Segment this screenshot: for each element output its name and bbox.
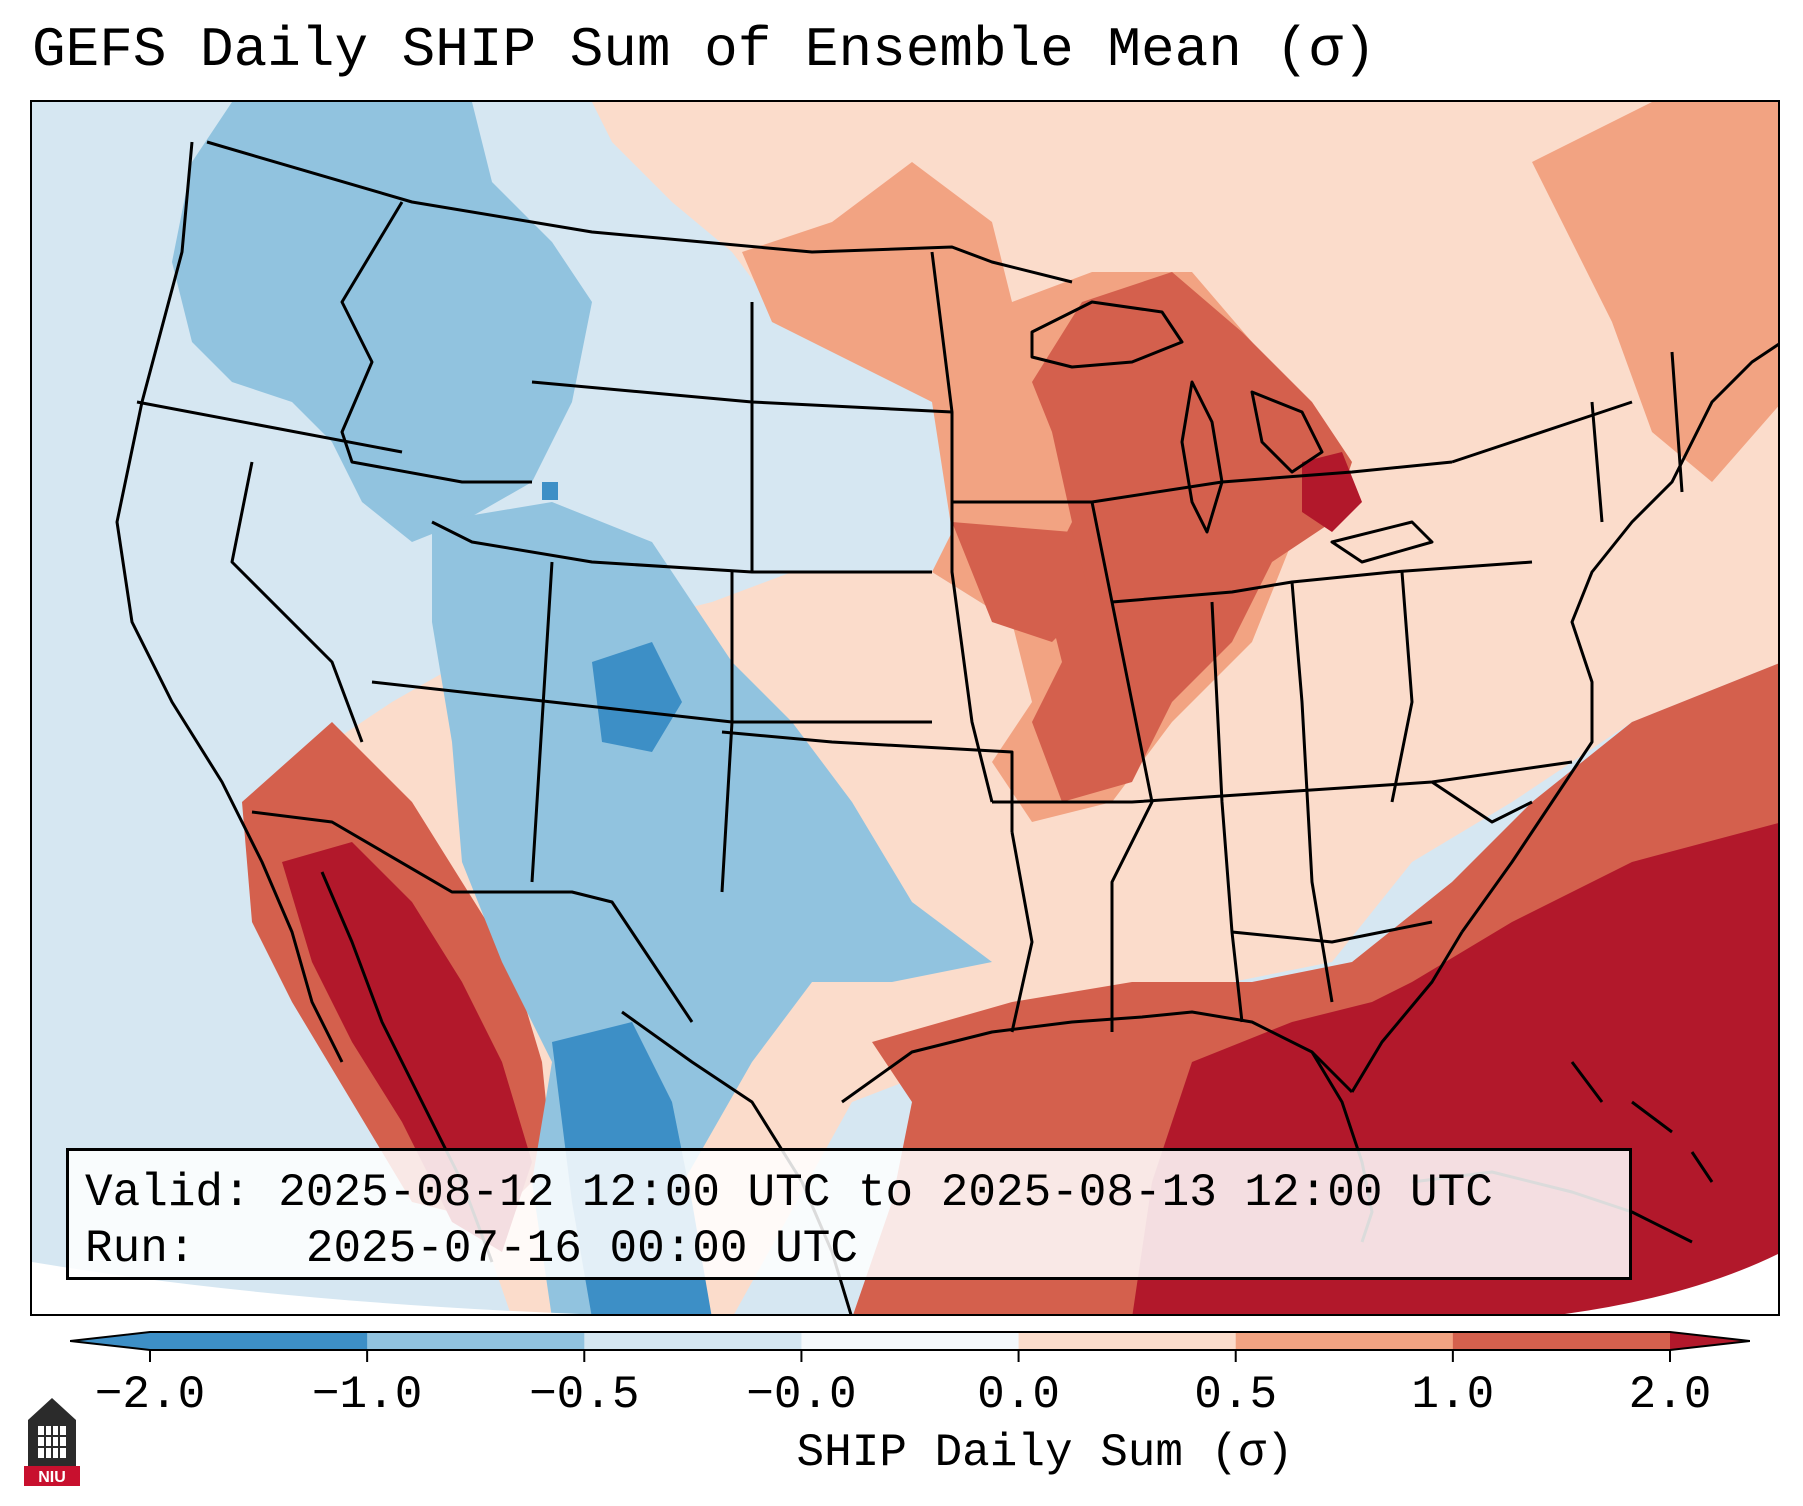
colorbar-segment	[801, 1332, 1020, 1350]
lake-michigan	[1180, 380, 1224, 534]
valid-line: Valid: 2025-08-12 12:00 UTC to 2025-08-1…	[85, 1165, 1615, 1221]
map-borders	[115, 140, 1778, 1314]
colorbar-segment	[367, 1332, 585, 1350]
colorbar-extend-high	[1670, 1332, 1750, 1350]
colorbar-segment	[584, 1332, 802, 1350]
state-line	[1231, 920, 1433, 944]
colorbar-segments	[70, 1331, 1750, 1351]
state-line	[340, 201, 532, 484]
state-line	[1451, 400, 1633, 464]
state-line	[431, 520, 932, 574]
state-line	[992, 760, 1573, 804]
state-line	[1090, 501, 1154, 1032]
run-label: Run:	[85, 1223, 196, 1275]
map-title: GEFS Daily SHIP Sum of Ensemble Mean (σ)	[32, 18, 1377, 82]
colorbar-tick-label: −0.5	[529, 1369, 640, 1421]
colorbar-segment	[1452, 1332, 1671, 1350]
valid-value: 2025-08-12 12:00 UTC to 2025-08-13 12:00…	[278, 1167, 1493, 1219]
us-canada-border	[206, 140, 1073, 284]
state-line	[1010, 831, 1034, 1033]
projection-edge-corner	[32, 1262, 581, 1314]
colorbar-ticks	[149, 1350, 1671, 1362]
projection-edge-corner-right	[1564, 1253, 1778, 1314]
region-pacific-ocean	[32, 102, 391, 1314]
region-blue-colorado	[592, 642, 682, 752]
state-line	[530, 561, 554, 883]
colorbar-tick-label: −0.0	[746, 1369, 857, 1421]
east-coast	[1460, 342, 1778, 933]
region-blue-pixel	[542, 482, 558, 500]
lake-superior	[1030, 300, 1184, 369]
run-line: Run: 2025-07-16 00:00 UTC	[85, 1221, 1615, 1277]
map-panel	[30, 100, 1780, 1316]
west-coast	[115, 141, 344, 1063]
ship-anomaly-map	[32, 102, 1778, 1314]
state-line	[1390, 571, 1414, 803]
lake-erie	[1330, 520, 1434, 564]
niu-logo: NIU	[24, 1398, 80, 1486]
colorbar-label: SHIP Daily Sum (σ)	[796, 1427, 1294, 1479]
logo-banner	[24, 1466, 80, 1486]
colorbar-segment	[1235, 1332, 1454, 1350]
colorbar-segment	[150, 1332, 368, 1350]
colorbar-tick-label: 0.0	[977, 1369, 1060, 1421]
state-line	[1590, 351, 1684, 523]
lake-huron	[1250, 390, 1324, 474]
run-value: 2025-07-16 00:00 UTC	[305, 1223, 858, 1275]
us-mexico-border	[251, 810, 694, 1023]
colorbar-tick-label: 0.5	[1194, 1369, 1278, 1421]
region-red-plains	[952, 522, 1092, 642]
state-line	[136, 400, 403, 454]
valid-run-info-box: Valid: 2025-08-12 12:00 UTC to 2025-08-1…	[66, 1148, 1632, 1280]
gulf-coast	[841, 1010, 1354, 1104]
region-salmon-northeast	[1532, 102, 1778, 482]
state-line	[720, 572, 734, 893]
state-line	[230, 461, 364, 743]
colorbar-tick-label: −2.0	[94, 1369, 206, 1421]
state-line	[1210, 601, 1244, 1023]
colorbar-segment	[1018, 1332, 1237, 1350]
colorbar-tick-label: 2.0	[1628, 1369, 1712, 1421]
colorbar-tick-label: 1.0	[1411, 1369, 1495, 1421]
valid-label: Valid:	[85, 1167, 251, 1219]
logo-text: NIU	[38, 1469, 66, 1486]
state-line	[721, 730, 1014, 832]
bahamas	[1570, 1061, 1714, 1183]
state-line	[1431, 780, 1533, 824]
region-blue-northwest	[172, 102, 592, 542]
state-line	[952, 460, 1453, 504]
colorbar-extend-low	[70, 1332, 150, 1350]
colorbar	[70, 1331, 1750, 1362]
state-line	[371, 680, 932, 724]
colorbar-tick-label: −1.0	[311, 1369, 423, 1421]
logo-window-lines	[38, 1426, 66, 1458]
region-red-greatlakes	[1032, 272, 1352, 802]
